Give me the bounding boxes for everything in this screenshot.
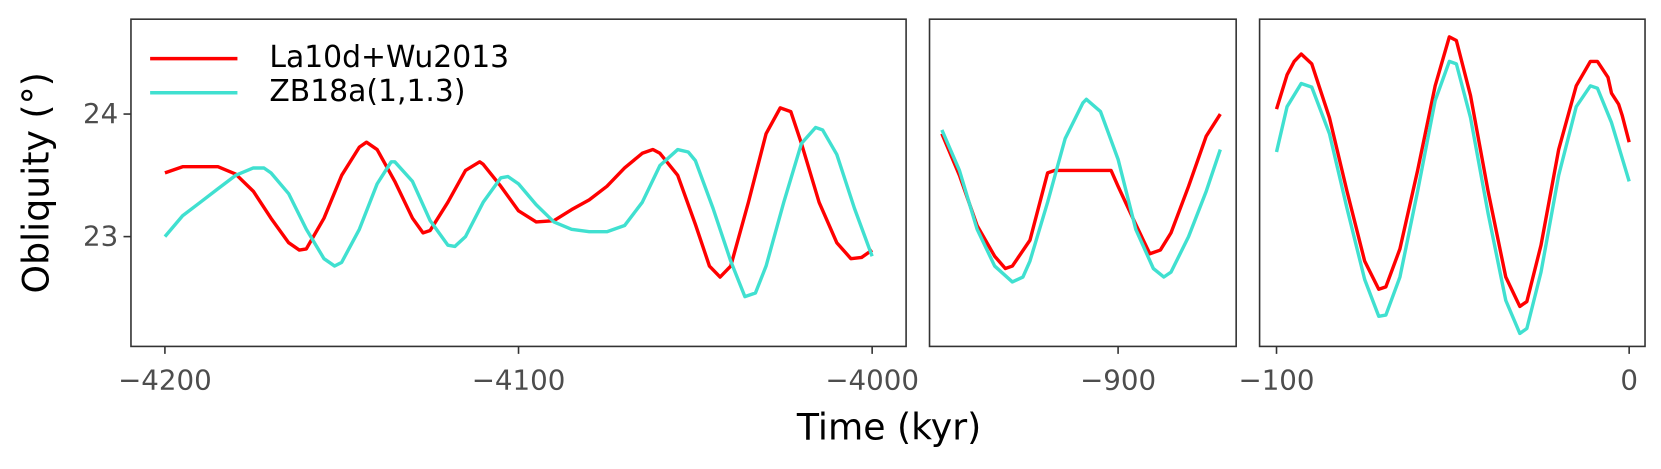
series-line (1274, 35, 1631, 309)
panel-frame (1258, 18, 1646, 348)
x-tick-label: 0 (1620, 364, 1638, 397)
y-axis-label: Obliquity (°) (14, 72, 57, 293)
series-line (1274, 59, 1631, 336)
legend-label: La10d+Wu2013 (269, 40, 509, 75)
legend-label: ZB18a(1,1.3) (269, 74, 465, 109)
panel-frame (928, 18, 1237, 348)
series-line (164, 106, 874, 279)
y-tick-label: 23 (83, 220, 118, 253)
x-tick-label: −4200 (118, 364, 212, 397)
x-tick-label: −900 (1080, 364, 1156, 397)
x-axis-label: Time (kyr) (796, 406, 981, 449)
y-tick-label: 24 (83, 97, 118, 130)
series-line (940, 97, 1222, 284)
x-tick-label: −4100 (472, 364, 566, 397)
series-line (940, 113, 1222, 271)
series-line (163, 125, 874, 299)
x-tick-label: −4000 (825, 364, 919, 397)
x-tick-label: −100 (1239, 364, 1315, 397)
